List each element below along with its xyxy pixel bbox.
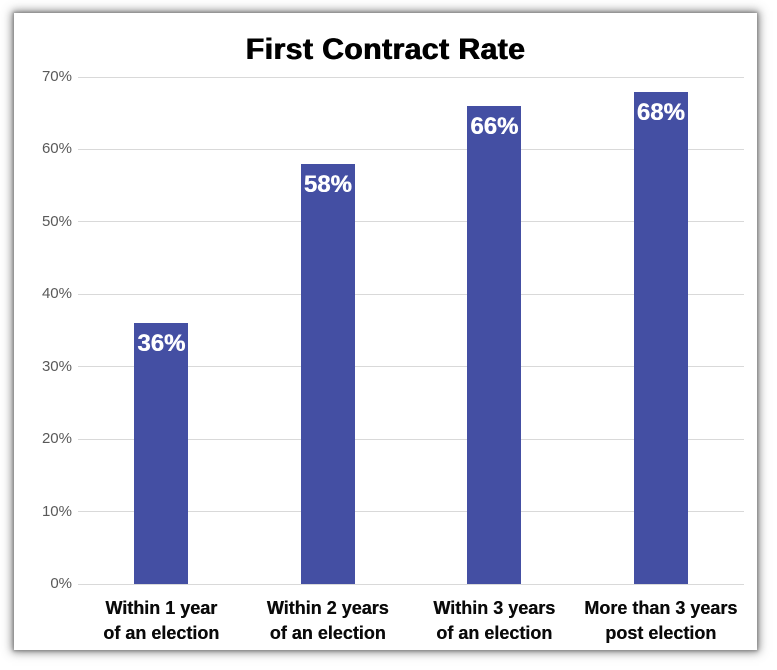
y-axis-tick-label: 20% (41, 430, 72, 448)
gridline (78, 148, 744, 150)
x-axis-category-label: Within 2 years of an election (245, 596, 412, 646)
x-axis-category-label: Within 3 years of an election (411, 596, 578, 646)
gridline (78, 221, 744, 223)
bar: 36% (134, 323, 189, 584)
category-label-line1: Within 2 years (266, 598, 389, 618)
category-label-line2: of an election (269, 623, 386, 643)
y-axis-tick-label: 60% (41, 140, 72, 158)
bar: 66% (467, 105, 522, 584)
category-label-line1: Within 1 year (105, 598, 218, 618)
x-axis-category-label: Within 1 year of an election (78, 596, 245, 646)
y-axis-tick-label: 30% (41, 357, 72, 375)
bar-value-label: 68% (636, 98, 685, 126)
category-label-line2: of an election (436, 623, 553, 643)
y-axis-tick-label: 40% (41, 285, 72, 303)
x-axis-category-label: More than 3 years post election (578, 596, 745, 646)
gridline (78, 76, 744, 78)
category-label-line2: of an election (103, 623, 220, 643)
y-axis-tick-label: 70% (41, 68, 72, 85)
category-label-line2: post election (605, 623, 717, 643)
bar-value-label: 58% (303, 170, 352, 198)
bar-value-label: 66% (470, 112, 519, 140)
y-axis-tick-label: 0% (50, 575, 72, 592)
y-axis-tick-label: 10% (41, 502, 72, 520)
bar: 58% (300, 163, 355, 584)
bar: 68% (633, 91, 688, 584)
y-axis-tick-label: 50% (41, 212, 72, 230)
bar-value-label: 36% (137, 330, 186, 358)
gridline (78, 438, 744, 440)
gridline (78, 293, 744, 295)
category-label-line1: Within 3 years (433, 598, 556, 618)
category-label-line1: More than 3 years (584, 598, 738, 618)
gridline (78, 511, 744, 513)
gridline (78, 584, 744, 585)
gridline (78, 366, 744, 368)
chart-title: First Contract Rate (245, 33, 526, 66)
chart-frame: First Contract Rate 36% 58% 66% 68% 0% 10% 20… (14, 13, 757, 650)
plot-area: 36% 58% 66% 68% (78, 76, 744, 585)
